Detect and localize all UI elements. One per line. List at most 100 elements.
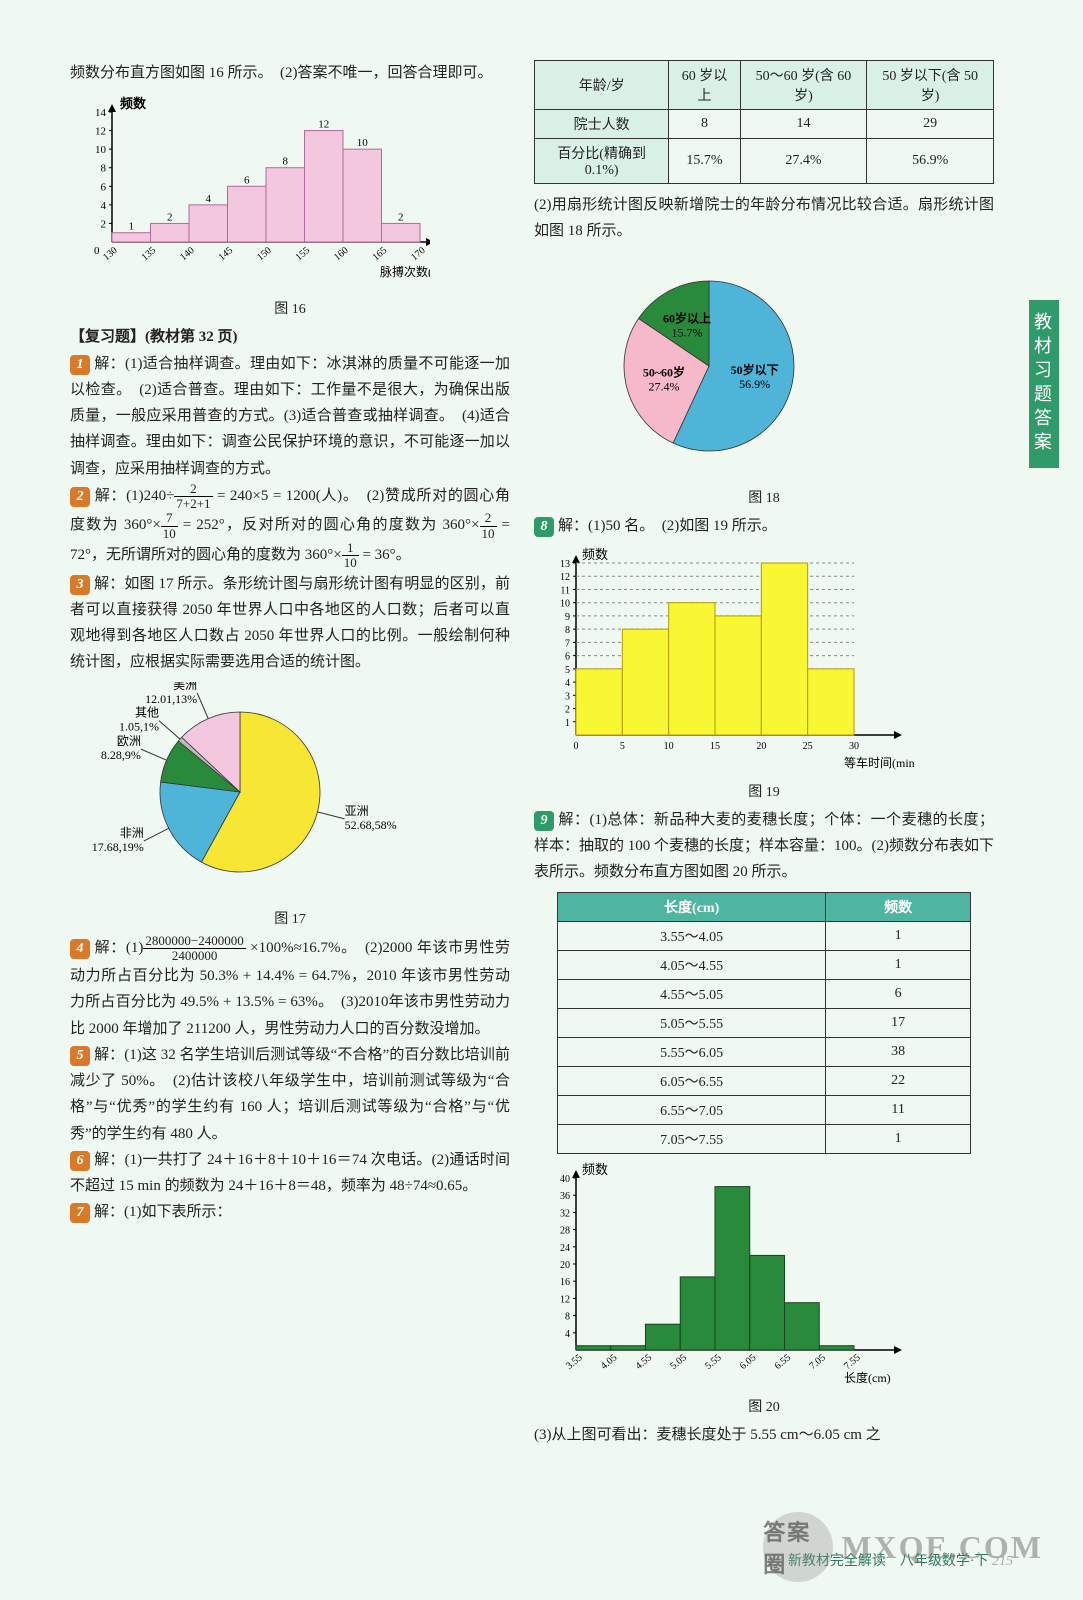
svg-text:频数: 频数 <box>582 547 608 562</box>
svg-text:50~60岁: 50~60岁 <box>643 364 685 379</box>
svg-text:12: 12 <box>318 119 329 131</box>
svg-text:40: 40 <box>560 1174 570 1185</box>
q9-tail: (3)从上图可看出：麦穗长度处于 5.55 cm～6.05 cm 之 <box>534 1422 994 1448</box>
svg-text:6.55: 6.55 <box>773 1352 793 1372</box>
svg-text:2: 2 <box>398 212 404 224</box>
badge-4: 4 <box>70 939 90 959</box>
q9: 9解：(1)总体：新品种大麦的麦穗长度；个体：一个麦穗的长度；样本：抽取的 10… <box>534 807 994 886</box>
q6: 6解：(1)一共打了 24＋16＋8＋10＋16＝74 次电话。(2)通话时间不… <box>70 1147 510 1200</box>
badge-2: 2 <box>70 487 90 507</box>
svg-text:2: 2 <box>167 212 173 224</box>
svg-text:155: 155 <box>294 245 313 263</box>
svg-text:频数: 频数 <box>582 1162 608 1177</box>
fig19-chart: 12345678910111213051015202530频数等车时间(min) <box>534 545 994 775</box>
svg-text:135: 135 <box>140 245 159 263</box>
q3: 3解：如图 17 所示。条形统计图与扇形统计图有明显的区别，前者可以直接获得 2… <box>70 571 510 676</box>
svg-text:4: 4 <box>101 200 107 212</box>
badge-1: 1 <box>70 355 90 375</box>
fig20-caption: 图 20 <box>534 1396 994 1416</box>
length-freq-table: 长度(cm)频数3.55～4.0514.05～4.5514.55～5.0565.… <box>557 892 971 1154</box>
q8: 8解：(1)50 名。 (2)如图 19 所示。 <box>534 513 994 539</box>
q1: 1解：(1)适合抽样调查。理由如下：冰淇淋的质量不可能逐一加以检查。 (2)适合… <box>70 351 510 482</box>
age-table: 年龄/岁60 岁以上50～60 岁(含 60 岁)50 岁以下(含 50 岁)院… <box>534 60 994 184</box>
svg-text:10: 10 <box>357 137 369 149</box>
watermark: 答案圈 MXQE.COM <box>763 1512 1043 1582</box>
svg-text:20: 20 <box>756 741 766 752</box>
watermark-text: MXQE.COM <box>841 1529 1043 1566</box>
right-column: 年龄/岁60 岁以上50～60 岁(含 60 岁)50 岁以下(含 50 岁)院… <box>534 60 994 1448</box>
svg-text:6.05: 6.05 <box>738 1352 758 1372</box>
svg-text:3.55: 3.55 <box>564 1352 584 1372</box>
svg-text:60岁以上: 60岁以上 <box>663 310 711 325</box>
svg-text:其他: 其他 <box>135 705 159 719</box>
svg-text:4.55: 4.55 <box>634 1352 654 1372</box>
q4: 4解：(1)2800000−24000002400000 ×100%≈16.7%… <box>70 934 510 1042</box>
svg-text:16: 16 <box>560 1277 570 1288</box>
svg-text:1: 1 <box>565 718 570 729</box>
badge-6: 6 <box>70 1151 90 1171</box>
svg-text:等车时间(min): 等车时间(min) <box>844 755 914 770</box>
watermark-badge: 答案圈 <box>763 1512 833 1582</box>
svg-text:亚洲: 亚洲 <box>345 803 369 817</box>
svg-text:14: 14 <box>95 107 107 119</box>
svg-text:非洲: 非洲 <box>120 826 144 840</box>
svg-text:30: 30 <box>849 741 859 752</box>
svg-text:2: 2 <box>565 704 570 715</box>
svg-text:0: 0 <box>574 741 579 752</box>
svg-text:5.55: 5.55 <box>703 1352 723 1372</box>
svg-text:56.9%: 56.9% <box>739 377 770 391</box>
sidebar-tab: 教材习题答案 <box>1029 300 1059 468</box>
q7: 7解：(1)如下表所示： <box>70 1199 510 1225</box>
svg-text:160: 160 <box>332 245 351 263</box>
svg-text:4.05: 4.05 <box>599 1352 619 1372</box>
fig18-caption: 图 18 <box>534 487 994 507</box>
fig16-caption: 图 16 <box>70 298 510 318</box>
svg-text:12: 12 <box>95 126 106 138</box>
svg-text:25: 25 <box>803 741 813 752</box>
svg-text:8: 8 <box>565 1311 570 1322</box>
q2: 2解：(1)240÷27+2+1 = 240×5 = 1200(人)。 (2)赞… <box>70 482 510 571</box>
svg-text:130: 130 <box>101 245 120 263</box>
svg-text:4: 4 <box>206 193 212 205</box>
fig19-caption: 图 19 <box>534 781 994 801</box>
svg-text:1.05,1%: 1.05,1% <box>119 719 159 733</box>
q5: 5解：(1)这 32 名学生培训后测试等级“不合格”的百分数比培训前减少了 50… <box>70 1042 510 1147</box>
svg-text:7.55: 7.55 <box>842 1352 862 1372</box>
fig20-chart: 4812162024283236403.554.054.555.055.556.… <box>534 1160 994 1390</box>
svg-text:3: 3 <box>565 691 570 702</box>
svg-text:28: 28 <box>560 1225 570 1236</box>
table1-after: (2)用扇形统计图反映新增院士的年龄分布情况比较合适。扇形统计图如图 18 所示… <box>534 192 994 245</box>
svg-text:12.01,13%: 12.01,13% <box>145 691 197 705</box>
svg-text:长度(cm): 长度(cm) <box>844 1370 891 1385</box>
svg-text:24: 24 <box>560 1242 570 1253</box>
svg-text:36: 36 <box>560 1191 570 1202</box>
badge-8: 8 <box>534 517 554 537</box>
svg-text:145: 145 <box>217 245 236 263</box>
svg-text:6: 6 <box>244 175 250 187</box>
svg-text:美洲: 美洲 <box>173 682 197 692</box>
two-column-layout: 频数分布直方图如图 16 所示。 (2)答案不唯一，回答合理即可。 246810… <box>70 60 1033 1448</box>
q5-text: 解：(1)这 32 名学生培训后测试等级“不合格”的百分数比培训前减少了 50%… <box>70 1047 510 1142</box>
svg-text:9: 9 <box>565 612 570 623</box>
q8-text: 解：(1)50 名。 (2)如图 19 所示。 <box>558 518 777 534</box>
svg-text:频数: 频数 <box>120 96 147 111</box>
svg-text:10: 10 <box>95 144 107 156</box>
svg-text:27.4%: 27.4% <box>648 379 679 393</box>
fig16-chart: 2468101214012468121021301351401451501551… <box>70 92 510 292</box>
svg-text:1: 1 <box>129 221 135 233</box>
svg-text:8.28,9%: 8.28,9% <box>101 748 141 762</box>
svg-text:10: 10 <box>560 598 570 609</box>
intro-text: 频数分布直方图如图 16 所示。 (2)答案不唯一，回答合理即可。 <box>70 60 510 86</box>
q9-text: 解：(1)总体：新品种大麦的麦穗长度；个体：一个麦穗的长度；样本：抽取的 100… <box>534 812 994 881</box>
svg-text:12: 12 <box>560 1294 570 1305</box>
svg-text:0: 0 <box>94 245 100 257</box>
svg-text:脉搏次数(次/分): 脉搏次数(次/分) <box>380 264 430 279</box>
svg-text:32: 32 <box>560 1208 570 1219</box>
svg-text:17.68,19%: 17.68,19% <box>92 840 144 854</box>
svg-text:8: 8 <box>283 156 289 168</box>
svg-text:165: 165 <box>371 245 390 263</box>
svg-text:150: 150 <box>255 245 274 263</box>
badge-3: 3 <box>70 575 90 595</box>
svg-text:52.68,58%: 52.68,58% <box>345 817 397 831</box>
svg-text:11: 11 <box>560 585 570 596</box>
